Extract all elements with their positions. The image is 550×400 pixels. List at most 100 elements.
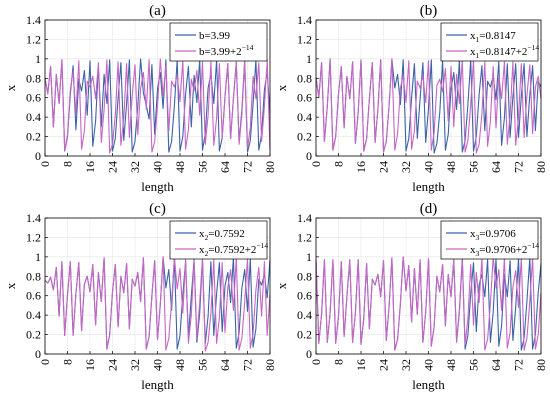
x-tick-label: 16 xyxy=(354,161,368,173)
y-tick-label: 1.4 xyxy=(297,211,312,225)
x-tick-label: 8 xyxy=(61,161,75,167)
x-tick-label: 16 xyxy=(83,161,97,173)
y-tick-label: 0.2 xyxy=(26,130,41,144)
x-tick-label: 64 xyxy=(489,161,503,173)
x-tick-label: 40 xyxy=(422,359,436,371)
legend-box xyxy=(169,220,268,260)
x-tick-label: 80 xyxy=(263,359,277,371)
x-axis-label: length xyxy=(412,179,445,194)
legend-box xyxy=(169,22,268,62)
x-tick-label: 16 xyxy=(83,359,97,371)
x-tick-label: 40 xyxy=(151,161,165,173)
chart-panel-c: 0 0.2 0.4 0.6 0.8 1 1.2 1.4 0 8 16 24 32 40 48 56 64 72 80… xyxy=(3,201,277,392)
legend-label: b=3.99+2−14 xyxy=(199,43,254,58)
legend-box xyxy=(440,220,539,260)
x-axis-label: length xyxy=(141,179,174,194)
x-tick-label: 32 xyxy=(399,161,413,173)
series-line-2 xyxy=(315,256,542,351)
legend-label: b=3.99 xyxy=(199,30,230,42)
y-tick-label: 1 xyxy=(306,250,312,264)
chart-panel-b: 0 0.2 0.4 0.6 0.8 1 1.2 1.4 0 8 16 24 32 40 48 56 64 72 80… xyxy=(274,3,548,194)
x-axis-label: length xyxy=(141,377,174,392)
x-tick-label: 64 xyxy=(489,359,503,371)
x-tick-label: 32 xyxy=(128,359,142,371)
legend-label: x2=0.7592+2−14 xyxy=(199,241,268,258)
y-tick-label: 0.4 xyxy=(26,308,41,322)
y-axis-label: x xyxy=(274,282,289,289)
legend: b=3.99b=3.99+2−14 xyxy=(169,22,268,62)
x-tick-label: 8 xyxy=(332,359,346,365)
legend-label: x2=0.7592 xyxy=(199,228,245,242)
y-tick-label: 1.2 xyxy=(26,32,41,46)
y-tick-label: 1.2 xyxy=(297,230,312,244)
legend-label: x1=0.8147 xyxy=(470,30,516,44)
x-tick-label: 8 xyxy=(332,161,346,167)
y-tick-label: 0.2 xyxy=(26,328,41,342)
x-tick-label: 80 xyxy=(534,161,548,173)
y-tick-label: 0 xyxy=(306,347,312,361)
y-tick-label: 0.6 xyxy=(297,91,312,105)
x-tick-label: 48 xyxy=(444,359,458,371)
x-tick-label: 40 xyxy=(151,359,165,371)
x-tick-label: 56 xyxy=(467,359,481,371)
y-tick-label: 1 xyxy=(35,52,41,66)
x-tick-label: 72 xyxy=(241,359,255,371)
y-tick-label: 1.4 xyxy=(26,211,41,225)
x-tick-label: 80 xyxy=(263,161,277,173)
y-tick-label: 0.8 xyxy=(26,71,41,85)
y-axis-label: x xyxy=(3,84,18,91)
chart-panel-d: 0 0.2 0.4 0.6 0.8 1 1.2 1.4 0 8 16 24 32 40 48 56 64 72 80… xyxy=(274,201,548,392)
x-tick-label: 0 xyxy=(309,161,323,167)
y-tick-label: 0.4 xyxy=(297,308,312,322)
x-tick-label: 48 xyxy=(173,359,187,371)
y-tick-label: 0 xyxy=(35,347,41,361)
chart-panel-a: 0 0.2 0.4 0.6 0.8 1 1.2 1.4 0 8 16 24 32 40 48 56 64 72 80… xyxy=(3,3,277,194)
y-tick-label: 0.8 xyxy=(297,269,312,283)
x-tick-label: 48 xyxy=(173,161,187,173)
x-tick-label: 16 xyxy=(354,359,368,371)
x-axis-label: length xyxy=(412,377,445,392)
x-tick-label: 72 xyxy=(512,161,526,173)
x-tick-label: 64 xyxy=(218,359,232,371)
x-tick-label: 48 xyxy=(444,161,458,173)
y-tick-label: 0 xyxy=(306,149,312,163)
x-tick-label: 80 xyxy=(534,359,548,371)
y-axis-label: x xyxy=(3,282,18,289)
y-tick-label: 0.8 xyxy=(297,71,312,85)
x-tick-label: 0 xyxy=(309,359,323,365)
series-line-2 xyxy=(44,58,271,154)
chart-title: (d) xyxy=(420,201,438,217)
series-line-2 xyxy=(44,256,271,352)
y-tick-label: 0.2 xyxy=(297,130,312,144)
chart-title: (b) xyxy=(420,3,438,19)
x-tick-label: 8 xyxy=(61,359,75,365)
x-tick-label: 72 xyxy=(241,161,255,173)
x-tick-label: 32 xyxy=(128,161,142,173)
y-tick-label: 0.4 xyxy=(297,110,312,124)
x-tick-label: 0 xyxy=(38,161,52,167)
x-tick-label: 72 xyxy=(512,359,526,371)
x-tick-label: 40 xyxy=(422,161,436,173)
y-tick-label: 1.4 xyxy=(26,13,41,27)
y-tick-label: 0.4 xyxy=(26,110,41,124)
y-tick-label: 1 xyxy=(306,52,312,66)
x-tick-label: 56 xyxy=(196,359,210,371)
y-tick-label: 0.2 xyxy=(297,328,312,342)
x-tick-label: 56 xyxy=(467,161,481,173)
x-tick-label: 32 xyxy=(399,359,413,371)
y-tick-label: 0.6 xyxy=(26,289,41,303)
y-tick-label: 0.6 xyxy=(26,91,41,105)
y-tick-label: 1.4 xyxy=(297,13,312,27)
x-tick-label: 64 xyxy=(218,161,232,173)
legend-label: x3=0.9706+2−14 xyxy=(470,241,539,258)
legend-label: x3=0.9706 xyxy=(470,228,516,242)
y-tick-label: 1.2 xyxy=(297,32,312,46)
y-tick-label: 1 xyxy=(35,250,41,264)
x-tick-label: 24 xyxy=(106,161,120,173)
chart-title: (c) xyxy=(149,201,166,217)
x-tick-label: 24 xyxy=(377,359,391,371)
